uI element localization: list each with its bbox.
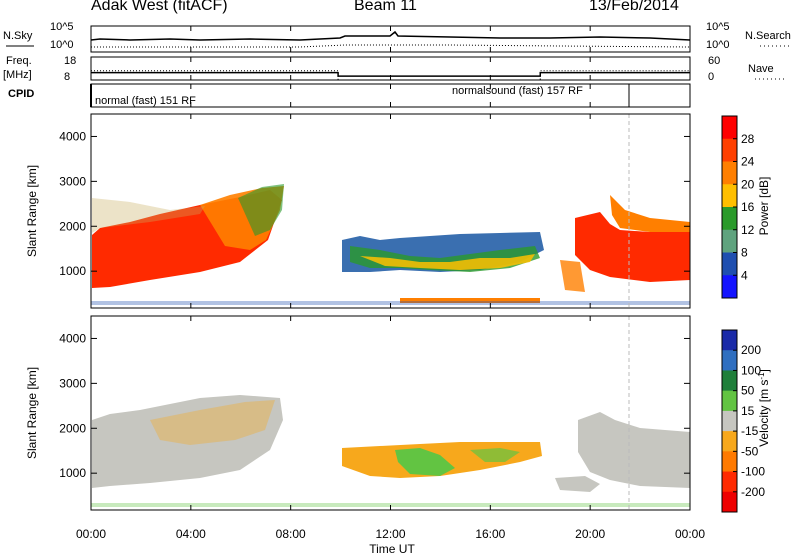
cpid-label: CPID <box>8 88 34 100</box>
x-axis-ticks: 00:00 04:00 08:00 12:00 16:00 20:00 00:00 <box>76 26 705 541</box>
y-tick-label: 2000 <box>59 421 86 435</box>
colorbar-tick-label: -200 <box>741 485 765 499</box>
velocity-region-midday-green <box>395 448 455 476</box>
power-region-bottom-strip <box>400 298 540 303</box>
colorbar-swatch <box>722 350 737 371</box>
velocity-region-morning-orange <box>150 400 275 445</box>
colorbar-tick-label: 12 <box>741 223 755 237</box>
colorbar-swatch <box>722 229 737 253</box>
power-region-evening <box>575 212 690 282</box>
velocity-colorbar: 200 100 50 15 -15 -50 -100 -200 <box>721 329 765 513</box>
velocity-region-evening <box>578 412 690 488</box>
colorbar-swatch <box>722 431 737 452</box>
nsearch-tick-bottom: 10^0 <box>706 39 730 51</box>
power-ylabel: Slant Range [km] <box>25 165 39 257</box>
velocity-region-evening-low <box>555 476 600 492</box>
x-tick-label: 00:00 <box>675 527 705 541</box>
x-tick-label: 08:00 <box>276 527 306 541</box>
power-region-morning-haze <box>92 198 205 233</box>
x-axis-label: Time UT <box>369 542 415 554</box>
cpid-segment-1: normal (fast) 151 RF <box>95 95 196 107</box>
nsky-tick-bottom: 10^0 <box>50 39 74 51</box>
nave-trace <box>91 70 690 81</box>
y-tick-label: 3000 <box>59 174 86 188</box>
velocity-ylabel: Slant Range [km] <box>25 367 39 459</box>
power-colorbar-label: Power [dB] <box>757 177 771 236</box>
colorbar-tick-label: 15 <box>741 404 755 418</box>
velocity-y-ticks: 4000 3000 2000 1000 <box>59 331 690 480</box>
colorbar-swatch <box>722 252 737 276</box>
colorbar-tick-label: 4 <box>741 268 748 282</box>
power-region-morning-green <box>238 184 284 236</box>
y-tick-label: 3000 <box>59 376 86 390</box>
nave-tick-bottom: 0 <box>708 71 714 83</box>
y-tick-label: 4000 <box>59 129 86 143</box>
date-title: 13/Feb/2014 <box>589 0 679 14</box>
colorbar-swatch <box>722 491 737 513</box>
x-tick-label: 04:00 <box>176 527 206 541</box>
nsearch-tick-top: 10^5 <box>706 21 730 33</box>
nsky-trace <box>90 30 691 41</box>
colorbar-swatch <box>722 161 737 185</box>
colorbar-tick-label: 28 <box>741 132 755 146</box>
nsearch-label: N.Search <box>745 30 791 42</box>
freq-tick-top: 18 <box>64 55 76 67</box>
colorbar-tick-label: 200 <box>741 343 761 357</box>
colorbar-tick-label: 8 <box>741 246 748 260</box>
freq-tick-bottom: 8 <box>64 71 70 83</box>
colorbar-tick-label: 50 <box>741 384 755 398</box>
station-title: Adak West (fitACF) <box>91 0 228 14</box>
colorbar-tick-label: -100 <box>741 465 765 479</box>
y-tick-label: 2000 <box>59 219 86 233</box>
power-region-evening-upper <box>610 195 690 232</box>
freq-label-2: [MHz] <box>3 69 32 81</box>
colorbar-frame <box>721 329 738 513</box>
colorbar-swatch <box>722 451 737 473</box>
colorbar-tick-label: 100 <box>741 363 761 377</box>
colorbar-swatch <box>722 410 737 432</box>
y-tick-label: 1000 <box>59 264 86 278</box>
x-tick-label: 16:00 <box>475 527 505 541</box>
velocity-region-morning <box>92 395 283 488</box>
colorbar-swatch <box>722 116 737 140</box>
power-colorbar: 28 24 20 16 12 8 4 <box>721 115 755 299</box>
x-tick-label: 12:00 <box>375 527 405 541</box>
y-tick-label: 4000 <box>59 331 86 345</box>
colorbar-tick-label: 20 <box>741 177 755 191</box>
nsky-tick-top: 10^5 <box>50 21 74 33</box>
nave-label: Nave <box>748 63 774 75</box>
nsearch-trace <box>91 44 691 48</box>
power-region-midday-yellow <box>360 254 535 270</box>
colorbar-swatch <box>722 184 737 208</box>
x-tick-label: 20:00 <box>575 527 605 541</box>
colorbar-swatch <box>722 275 737 299</box>
power-region-evening-low <box>560 260 585 292</box>
x-tick-label: 00:00 <box>76 527 106 541</box>
y-tick-label: 1000 <box>59 466 86 480</box>
freq-label-1: Freq. <box>6 55 32 67</box>
power-y-ticks: 4000 3000 2000 1000 <box>59 129 690 278</box>
colorbar-tick-label: 16 <box>741 200 755 214</box>
colorbar-tick-label: 24 <box>741 155 755 169</box>
nave-tick-top: 60 <box>708 55 720 67</box>
colorbar-swatch <box>722 330 737 351</box>
colorbar-swatch <box>722 471 737 493</box>
power-panel <box>90 113 691 309</box>
velocity-colorbar-label: Velocity [m s-1] <box>757 369 771 447</box>
colorbar-tick-label: -15 <box>741 424 759 438</box>
velocity-panel <box>90 315 691 511</box>
frequency-trace <box>91 71 690 77</box>
colorbar-swatch <box>722 207 737 231</box>
colorbar-swatch <box>722 370 737 392</box>
cpid-segment-2: normalsound (fast) 157 RF <box>452 85 583 97</box>
beam-title: Beam 11 <box>354 0 417 14</box>
colorbar-swatch <box>722 138 737 162</box>
velocity-region-midday-green2 <box>470 448 520 462</box>
colorbar-tick-label: -50 <box>741 444 759 458</box>
colorbar-swatch <box>722 390 737 412</box>
nsky-label: N.Sky <box>3 30 33 42</box>
